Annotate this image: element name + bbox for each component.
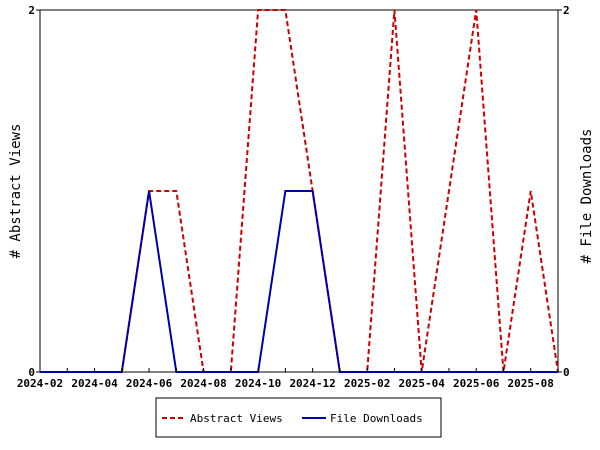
series-layer — [40, 9, 559, 373]
x-tick-label: 2024-02 — [17, 377, 63, 390]
legend-label-abstract-views: Abstract Views — [190, 412, 283, 425]
x-tick-label: 2025-08 — [508, 377, 554, 390]
y-axis-right-title: # File Downloads — [579, 129, 595, 264]
x-tick-label: 2025-02 — [344, 377, 390, 390]
x-tick-label: 2024-04 — [71, 377, 118, 390]
y-axes: 0 2 0 2 — [28, 4, 569, 379]
x-tick-label: 2024-10 — [235, 377, 281, 390]
y-right-tick-label: 0 — [563, 366, 570, 379]
x-tick-label: 2025-04 — [399, 377, 446, 390]
x-tick-label: 2024-08 — [180, 377, 226, 390]
series-line-file-downloads — [40, 190, 558, 373]
y-left-tick-label: 0 — [28, 366, 35, 379]
x-tick-label: 2025-06 — [453, 377, 500, 390]
y-left-tick-label: 2 — [28, 4, 35, 17]
y-axis-left-title: # Abstract Views — [8, 124, 24, 259]
legend-label-file-downloads: File Downloads — [330, 412, 423, 425]
x-axis: 2024-02 2024-04 2024-06 2024-08 2024-10 2024-… — [17, 368, 559, 390]
legend-box — [155, 397, 442, 438]
y-right-tick-label: 2 — [563, 4, 570, 17]
x-tick-label: 2024-06 — [126, 377, 173, 390]
x-tick-label: 2024-12 — [289, 377, 335, 390]
legend: Abstract Views File Downloads — [155, 397, 442, 438]
